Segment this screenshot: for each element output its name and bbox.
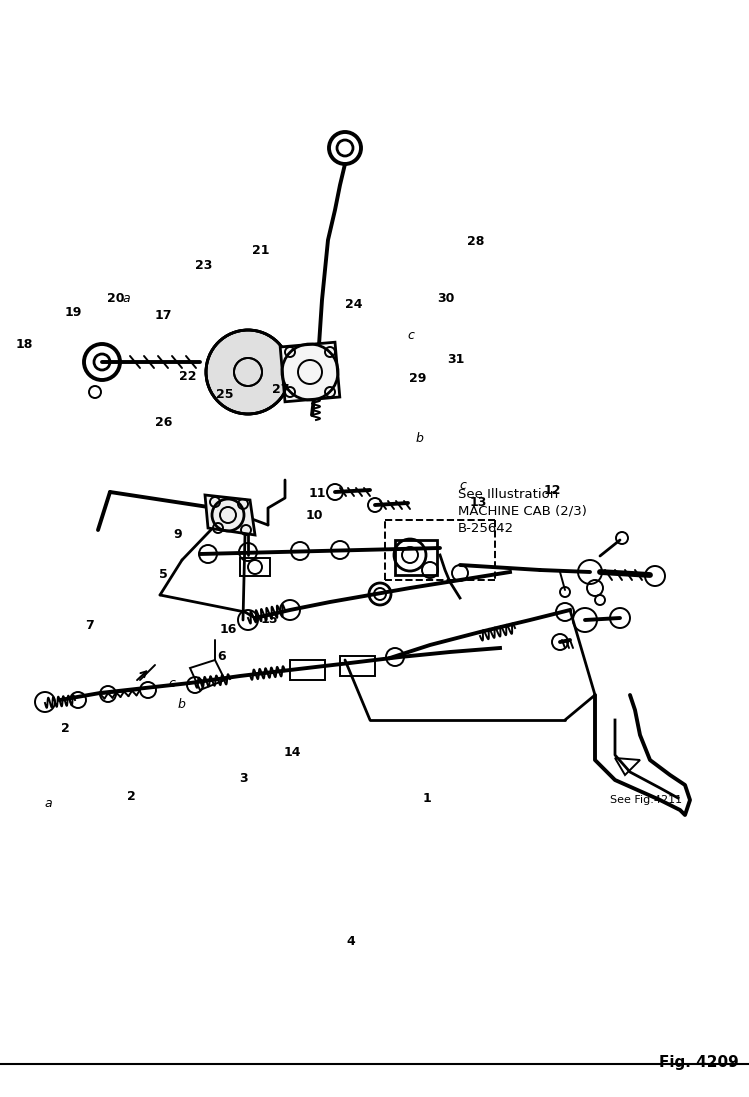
Text: 14: 14 <box>283 746 301 759</box>
Text: 9: 9 <box>173 528 182 541</box>
Text: 16: 16 <box>219 623 237 636</box>
Text: 7: 7 <box>85 619 94 632</box>
Polygon shape <box>205 495 255 535</box>
Text: 5: 5 <box>159 568 168 581</box>
Text: 10: 10 <box>306 509 324 522</box>
Text: 17: 17 <box>154 309 172 323</box>
Text: 27: 27 <box>272 383 290 396</box>
Text: 6: 6 <box>217 649 226 663</box>
Text: 21: 21 <box>252 244 270 257</box>
Text: 3: 3 <box>239 772 248 785</box>
Text: 2: 2 <box>127 790 136 803</box>
Text: 2: 2 <box>61 722 70 735</box>
Text: 13: 13 <box>469 496 487 509</box>
Text: 18: 18 <box>15 338 33 351</box>
Text: a: a <box>122 292 130 305</box>
Text: 19: 19 <box>64 306 82 319</box>
Polygon shape <box>280 342 340 402</box>
Text: See Fig.4211: See Fig.4211 <box>610 795 682 805</box>
Text: c: c <box>459 479 467 493</box>
Text: 11: 11 <box>309 487 327 500</box>
Text: b: b <box>178 698 185 711</box>
Bar <box>290 660 325 680</box>
Text: 31: 31 <box>446 353 464 366</box>
Text: 24: 24 <box>345 298 363 312</box>
Text: 1: 1 <box>422 792 431 805</box>
Text: 29: 29 <box>409 372 427 385</box>
Text: Fig. 4209: Fig. 4209 <box>659 1054 739 1070</box>
Text: 20: 20 <box>107 292 125 305</box>
Text: 12: 12 <box>543 484 561 497</box>
Text: 15: 15 <box>261 613 279 626</box>
Text: 4: 4 <box>346 935 355 948</box>
Text: 28: 28 <box>467 235 485 248</box>
Text: 25: 25 <box>216 388 234 402</box>
Text: 30: 30 <box>437 292 455 305</box>
Circle shape <box>206 330 290 414</box>
Text: c: c <box>169 677 176 690</box>
Text: See Illustration
MACHINE CAB (2/3)
B-25642: See Illustration MACHINE CAB (2/3) B-256… <box>458 488 587 535</box>
Bar <box>395 540 437 575</box>
Text: a: a <box>45 796 52 810</box>
Text: 23: 23 <box>195 259 213 272</box>
Text: 22: 22 <box>178 370 196 383</box>
Bar <box>340 656 375 676</box>
Text: 26: 26 <box>154 416 172 429</box>
Text: b: b <box>416 432 423 445</box>
Text: c: c <box>407 329 414 342</box>
Bar <box>240 558 270 576</box>
